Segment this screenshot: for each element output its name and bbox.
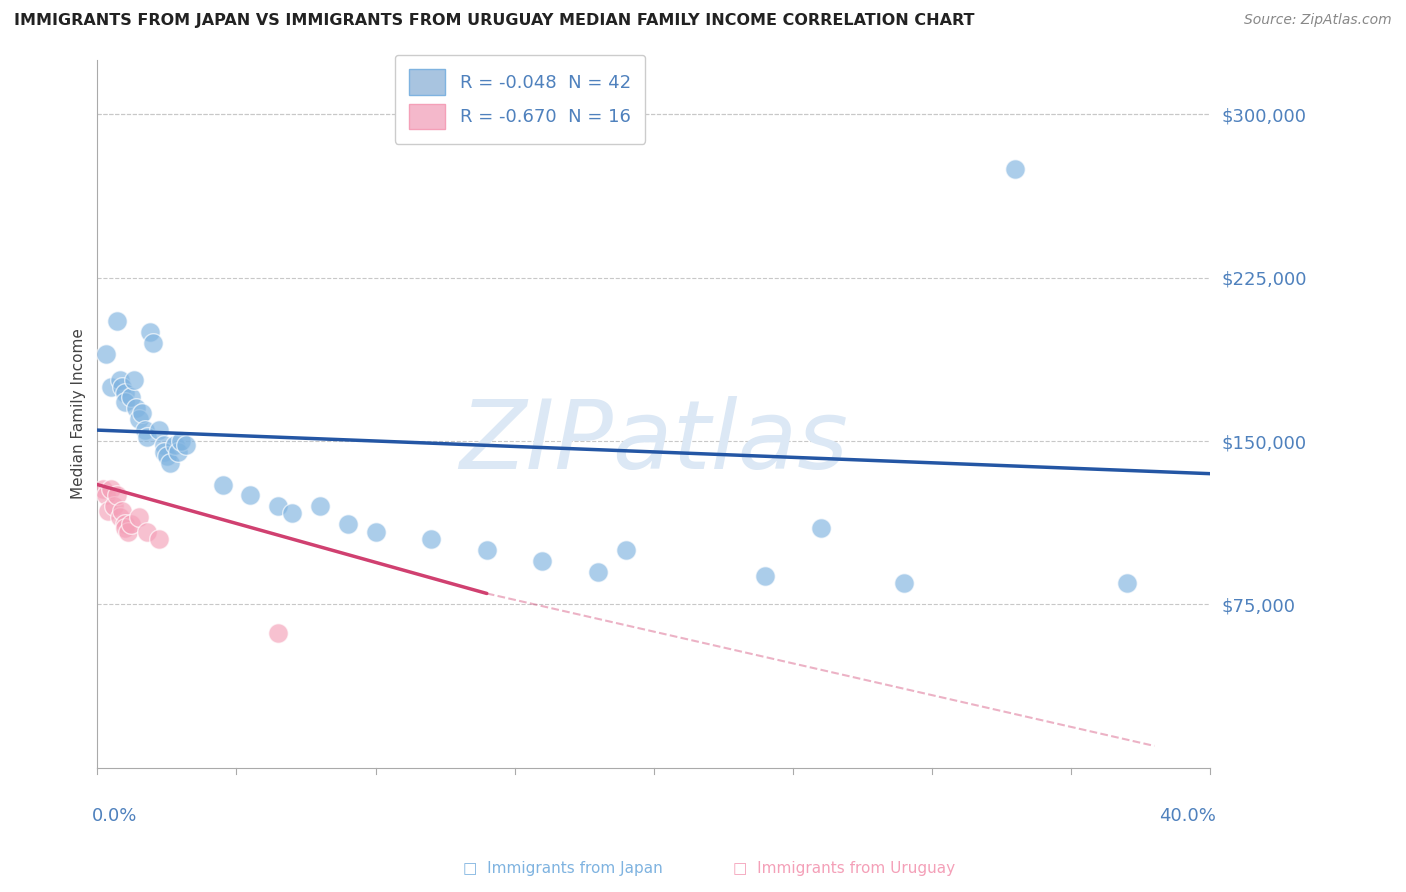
Point (103, 500, 125, 514)
Point (120, 391, 142, 405)
Point (105, 314, 128, 328)
Point (108, 510, 131, 524)
Point (111, 504, 134, 518)
Text: 40.0%: 40.0% (1159, 806, 1216, 824)
Point (114, 394, 136, 409)
Point (170, 434, 193, 448)
Point (148, 532, 170, 546)
Point (100, 482, 122, 496)
Point (420, 532, 443, 546)
Point (211, 477, 233, 491)
Point (153, 445, 176, 459)
Point (94, 347, 117, 361)
Text: 0.0%: 0.0% (91, 806, 138, 824)
Point (159, 456, 181, 470)
Point (114, 386, 136, 401)
Point (1115, 575, 1137, 590)
Point (131, 406, 153, 420)
Y-axis label: Median Family Income: Median Family Income (72, 328, 86, 500)
Point (153, 438, 176, 452)
Point (94, 488, 117, 502)
Point (136, 430, 159, 444)
Point (336, 516, 359, 531)
Point (1004, 161, 1026, 176)
Legend: R = -0.048  N = 42, R = -0.670  N = 16: R = -0.048 N = 42, R = -0.670 N = 16 (395, 54, 645, 144)
Point (586, 565, 609, 579)
Point (156, 449, 179, 463)
Point (134, 423, 156, 437)
Point (100, 379, 122, 393)
Point (97, 504, 120, 518)
Text: IMMIGRANTS FROM JAPAN VS IMMIGRANTS FROM URUGUAY MEDIAN FAMILY INCOME CORRELATIO: IMMIGRANTS FROM JAPAN VS IMMIGRANTS FROM… (14, 13, 974, 29)
Text: □  Immigrants from Uruguay: □ Immigrants from Uruguay (733, 861, 955, 876)
Point (91, 482, 114, 496)
Point (893, 575, 915, 590)
Point (105, 488, 128, 502)
Point (614, 542, 637, 557)
Point (165, 438, 187, 452)
Point (754, 569, 776, 583)
Point (148, 423, 170, 437)
Point (111, 379, 134, 393)
Text: □  Immigrants from Japan: □ Immigrants from Japan (463, 861, 662, 876)
Point (267, 625, 290, 640)
Point (167, 445, 190, 459)
Point (136, 525, 159, 540)
Point (810, 521, 832, 535)
Point (122, 373, 145, 387)
Point (117, 525, 139, 540)
Point (114, 516, 136, 531)
Point (120, 516, 142, 531)
Text: ZIPatlas: ZIPatlas (460, 395, 848, 489)
Point (114, 521, 136, 535)
Point (267, 500, 290, 514)
Point (176, 438, 198, 452)
Point (364, 525, 387, 540)
Point (128, 510, 150, 524)
Point (281, 506, 304, 520)
Text: Source: ZipAtlas.com: Source: ZipAtlas.com (1244, 13, 1392, 28)
Point (142, 336, 165, 351)
Point (125, 401, 148, 416)
Point (139, 325, 162, 339)
Point (475, 542, 498, 557)
Point (531, 554, 554, 568)
Point (309, 500, 332, 514)
Point (128, 412, 150, 426)
Point (239, 488, 262, 502)
Point (108, 373, 131, 387)
